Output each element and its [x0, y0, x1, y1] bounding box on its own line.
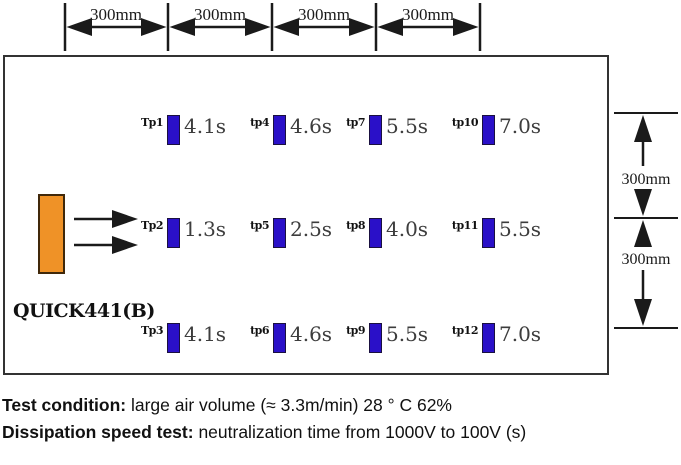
airflow-arrows — [74, 210, 138, 254]
tp1-value: 4.1s — [184, 114, 227, 138]
tp10-value: 7.0s — [499, 114, 542, 138]
measure-point-tp3: Tp3 4.1s — [135, 323, 226, 353]
tp2-value: 1.3s — [184, 217, 227, 241]
vertical-dimension-arrows: 300mm 300mm — [614, 112, 678, 329]
tp3-label: Tp3 — [140, 324, 164, 337]
tp6-value: 4.6s — [290, 322, 333, 346]
tp8-sensor-bar — [369, 218, 382, 248]
dissipation-text: neutralization time from 1000V to 100V (… — [193, 422, 527, 442]
test-condition-label: Test condition: — [2, 395, 127, 415]
measure-point-tp11: tp11 5.5s — [450, 218, 541, 248]
tp2-label: Tp2 — [140, 219, 164, 232]
tp7-label: tp7 — [346, 116, 365, 129]
tp5-sensor-bar — [273, 218, 286, 248]
tp3-value: 4.1s — [184, 322, 227, 346]
measure-point-tp4: tp4 4.6s — [241, 115, 332, 145]
h-dim-label-2: 300mm — [194, 5, 246, 24]
measure-point-tp6: tp6 4.6s — [241, 323, 332, 353]
caption-dissipation: Dissipation speed test: neutralization t… — [2, 419, 526, 446]
tp11-label: tp11 — [451, 219, 479, 232]
tp8-label: tp8 — [346, 219, 365, 232]
measure-point-tp12: tp12 7.0s — [450, 323, 541, 353]
tp7-value: 5.5s — [386, 114, 429, 138]
caption-test-condition: Test condition: large air volume (≈ 3.3m… — [2, 392, 526, 419]
tp10-sensor-bar — [482, 115, 495, 145]
test-chamber-outline — [3, 55, 609, 375]
tp6-label: tp6 — [250, 324, 269, 337]
measure-point-tp1: Tp1 4.1s — [135, 115, 226, 145]
horizontal-dimension-arrows: 300mm 300mm 300mm 300mm — [63, 3, 482, 51]
tp12-value: 7.0s — [499, 322, 542, 346]
tp7-sensor-bar — [369, 115, 382, 145]
tp9-label: tp9 — [346, 324, 365, 337]
test-condition-text: large air volume (≈ 3.3m/min) 28 ° C 62% — [126, 395, 452, 415]
tp1-sensor-bar — [167, 115, 180, 145]
tp4-sensor-bar — [273, 115, 286, 145]
tp9-value: 5.5s — [386, 322, 429, 346]
tp12-sensor-bar — [482, 323, 495, 353]
tp6-sensor-bar — [273, 323, 286, 353]
caption: Test condition: large air volume (≈ 3.3m… — [2, 392, 526, 446]
tp11-value: 5.5s — [499, 217, 542, 241]
tp4-value: 4.6s — [290, 114, 333, 138]
measure-point-tp8: tp8 4.0s — [337, 218, 428, 248]
measure-point-tp9: tp9 5.5s — [337, 323, 428, 353]
tp3-sensor-bar — [167, 323, 180, 353]
tp11-sensor-bar — [482, 218, 495, 248]
tp5-value: 2.5s — [290, 217, 333, 241]
tp8-value: 4.0s — [386, 217, 429, 241]
h-dim-label-4: 300mm — [402, 5, 454, 24]
h-dim-label-1: 300mm — [90, 5, 142, 24]
dissipation-label: Dissipation speed test: — [2, 422, 194, 442]
v-dim-label-2: 300mm — [622, 251, 671, 268]
h-dim-label-3: 300mm — [298, 5, 350, 24]
tp5-label: tp5 — [250, 219, 269, 232]
measure-point-tp10: tp10 7.0s — [450, 115, 541, 145]
tp2-sensor-bar — [167, 218, 180, 248]
tp4-label: tp4 — [250, 116, 269, 129]
tp1-label: Tp1 — [140, 116, 164, 129]
measure-point-tp5: tp5 2.5s — [241, 218, 332, 248]
tp12-label: tp12 — [451, 324, 479, 337]
device-label: QUICK441(B) — [13, 300, 155, 322]
tp9-sensor-bar — [369, 323, 382, 353]
tp10-label: tp10 — [451, 116, 479, 129]
measure-point-tp7: tp7 5.5s — [337, 115, 428, 145]
ionizer-device — [38, 194, 65, 274]
v-dim-label-1: 300mm — [622, 171, 671, 188]
measure-point-tp2: Tp2 1.3s — [135, 218, 226, 248]
